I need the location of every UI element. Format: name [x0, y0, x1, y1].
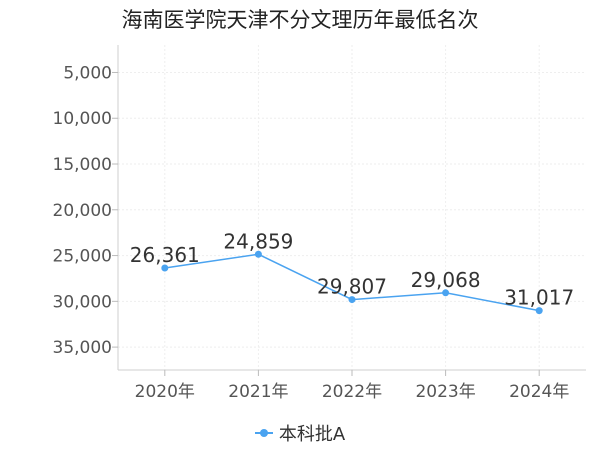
y-tick-label: 15,000	[53, 155, 112, 175]
data-point[interactable]	[254, 250, 262, 258]
x-tick-label: 2020年	[135, 382, 195, 402]
grid-lines	[118, 45, 586, 370]
data-label: 31,017	[504, 286, 574, 310]
y-tick-label: 30,000	[53, 292, 112, 312]
data-point[interactable]	[442, 289, 450, 297]
data-label: 29,807	[317, 275, 387, 299]
y-tick-label: 20,000	[53, 201, 112, 221]
y-axis-ticks: 5,000 10,000 15,000 20,000 25,000 30,000 35,00…	[53, 63, 118, 358]
data-label: 24,859	[223, 229, 293, 253]
y-tick-label: 35,000	[53, 338, 112, 358]
chart-title: 海南医学院天津不分文理历年最低名次	[121, 8, 479, 32]
x-axis-ticks: 2020年 2021年 2022年 2023年 2024年	[135, 370, 569, 402]
x-tick-label: 2021年	[228, 382, 288, 402]
legend: 本科批A	[0, 420, 600, 446]
data-label: 26,361	[130, 243, 200, 267]
legend-marker-icon	[254, 427, 273, 439]
y-tick-label: 25,000	[53, 247, 112, 267]
legend-item-series[interactable]: 本科批A	[254, 420, 346, 446]
data-point[interactable]	[348, 296, 356, 304]
y-tick-label: 10,000	[53, 109, 112, 129]
data-label: 29,068	[411, 268, 481, 292]
x-tick-label: 2022年	[322, 382, 382, 402]
legend-label: 本科批A	[278, 424, 346, 445]
data-point[interactable]	[535, 307, 543, 315]
series-layer: 26,361 24,859 29,807 29,068 31,017	[130, 229, 574, 315]
x-tick-label: 2023年	[415, 382, 475, 402]
x-tick-label: 2024年	[509, 382, 569, 402]
data-point[interactable]	[161, 264, 169, 272]
y-tick-label: 5,000	[63, 63, 112, 83]
